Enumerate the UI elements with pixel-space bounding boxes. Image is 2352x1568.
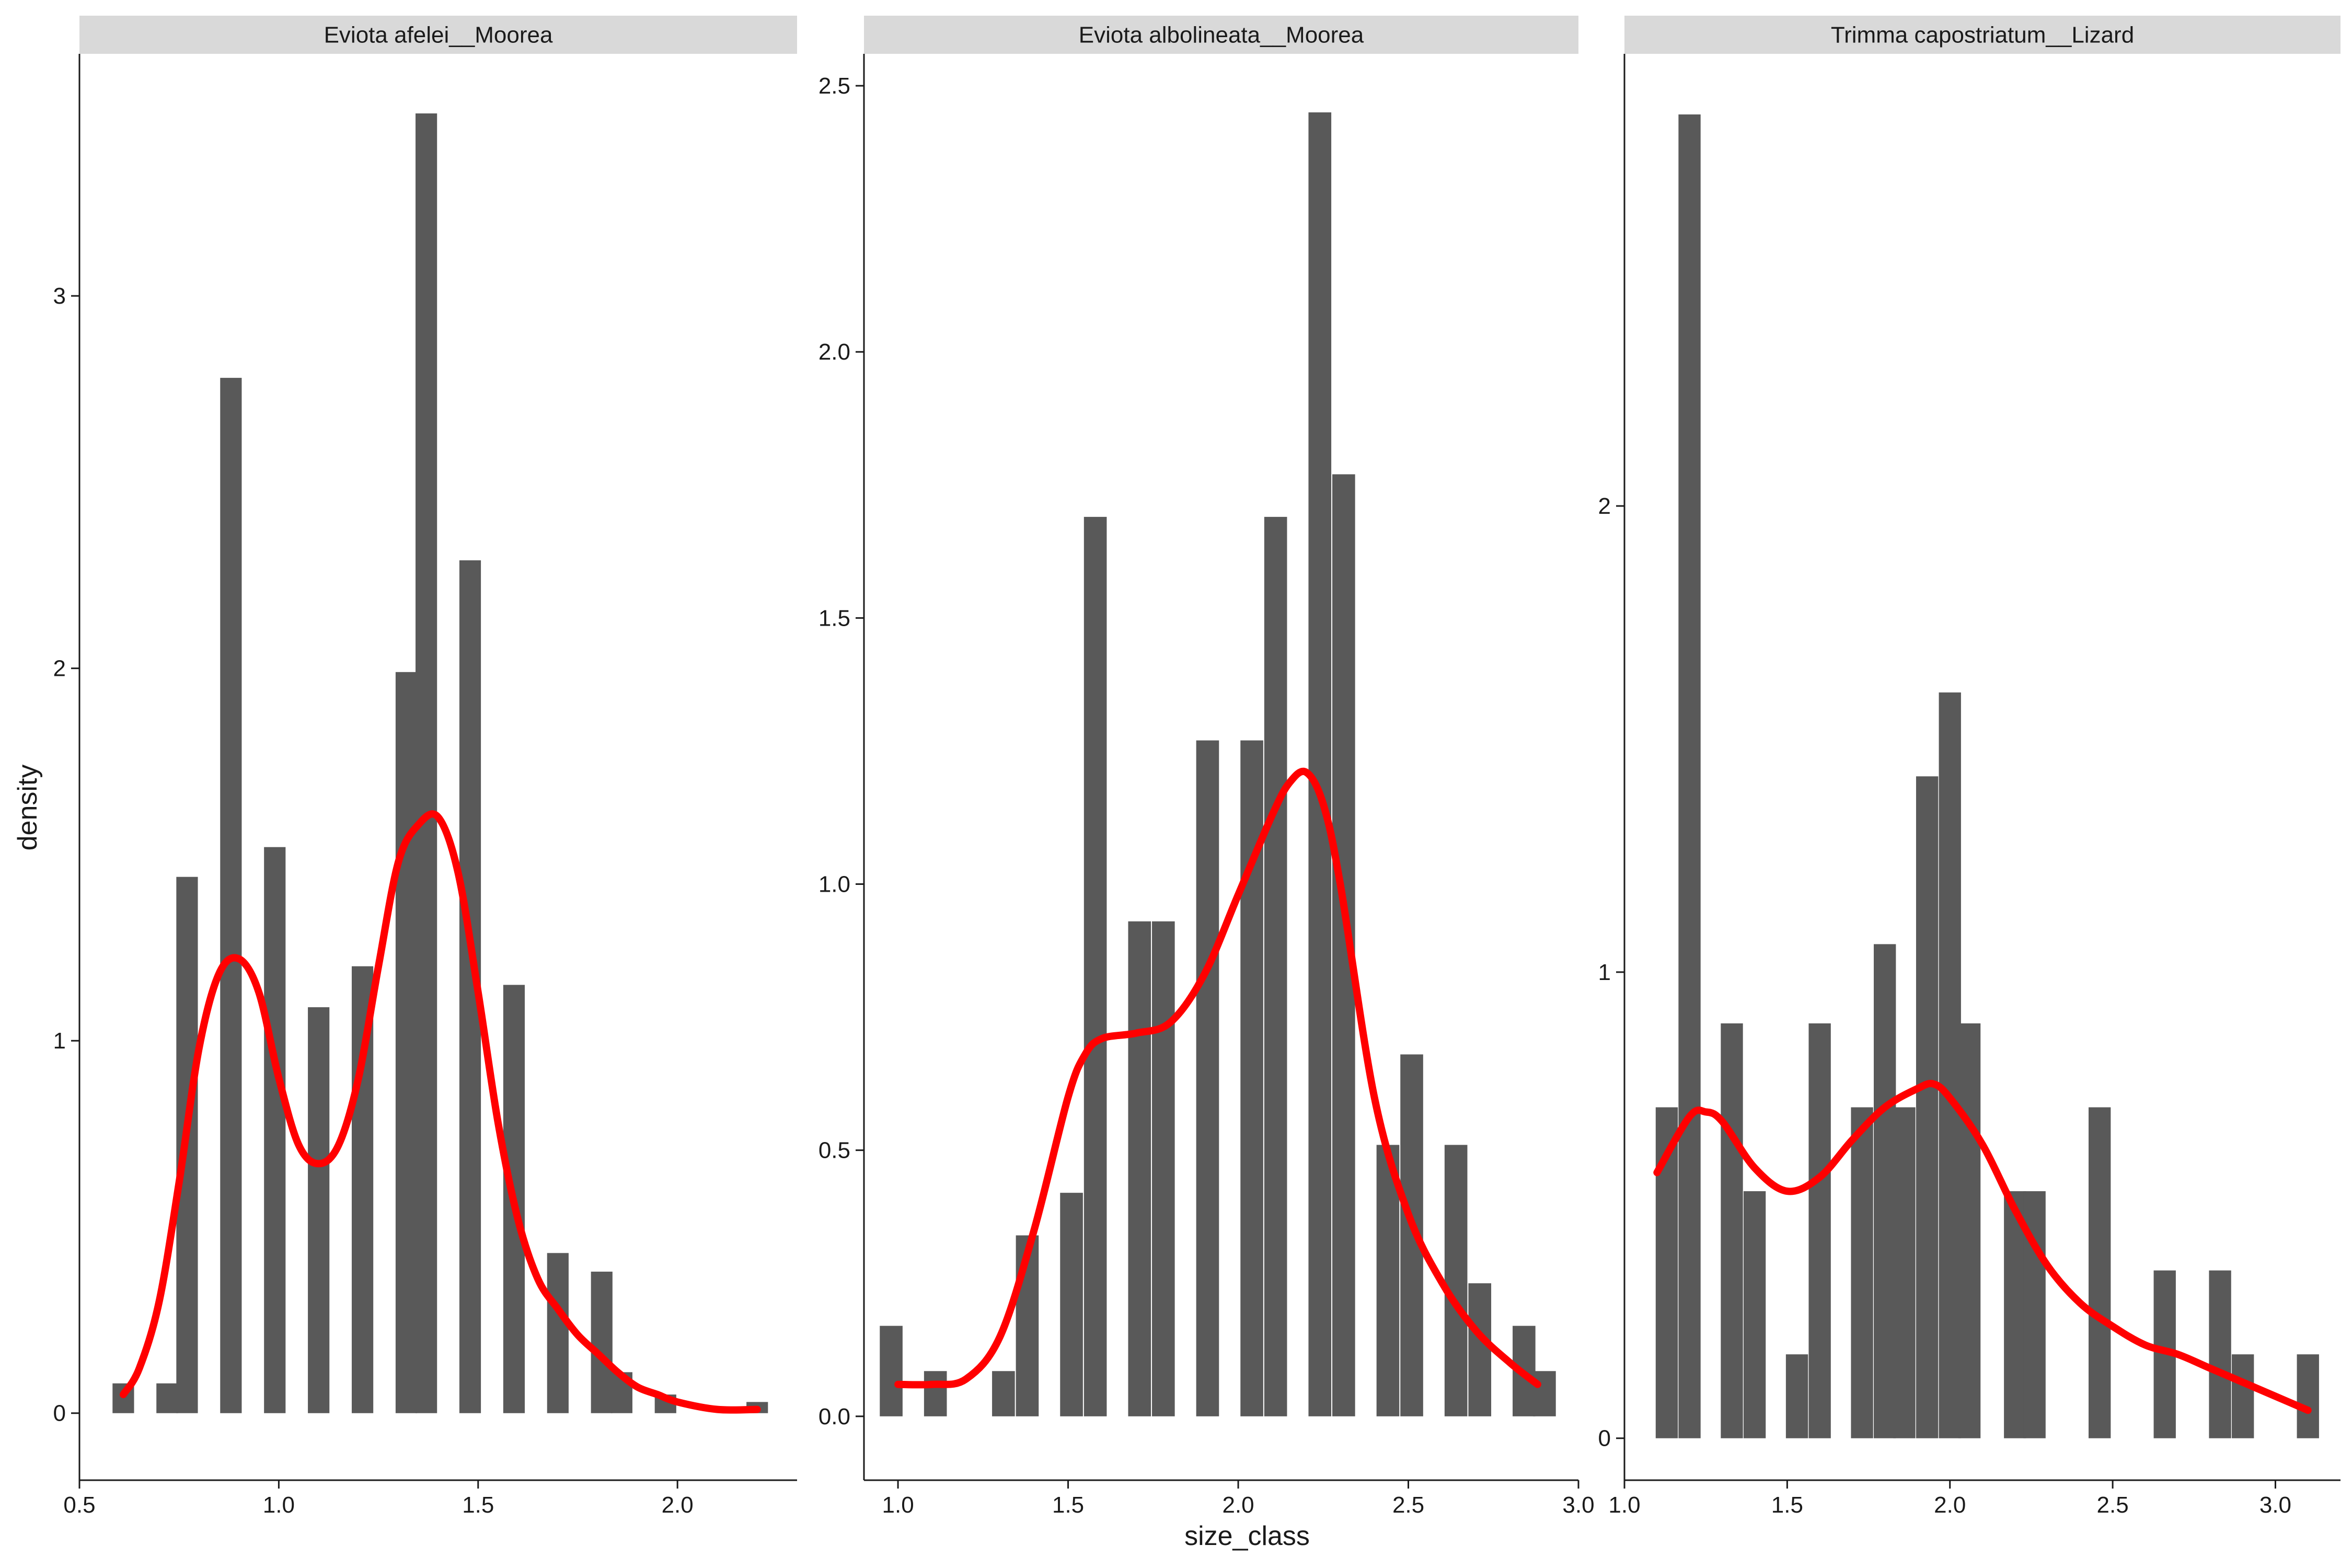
histogram-bar xyxy=(1264,516,1287,1416)
x-tick-label: 1.0 xyxy=(263,1492,295,1518)
y-tick-label: 0.5 xyxy=(818,1138,850,1163)
y-tick-label: 2.5 xyxy=(818,73,850,99)
panel-strip xyxy=(1624,16,2341,54)
y-tick-label: 2 xyxy=(53,656,66,682)
panel-1: Eviota afelei__Moorea 0 1 2 3 0.5 1.0 1.5 2.0 xyxy=(53,16,797,1518)
histogram-bar xyxy=(1308,112,1332,1416)
histogram-bar xyxy=(1196,740,1219,1416)
density-curve xyxy=(119,810,761,1414)
histogram-bar xyxy=(1874,944,1896,1438)
histogram-bar xyxy=(416,113,437,1413)
histogram-bars xyxy=(880,112,1556,1416)
panel-2: Eviota albolineata__Moorea 0.0 0.5 1.0 1.5 2.… xyxy=(818,16,1595,1518)
histogram-bar xyxy=(1893,1107,1916,1438)
x-tick-label: 2.0 xyxy=(1934,1492,1966,1518)
x-tick-label: 0.5 xyxy=(63,1492,95,1518)
histogram-bar xyxy=(1083,516,1107,1416)
y-tick-label: 0 xyxy=(1598,1426,1611,1451)
x-tick-label: 2.5 xyxy=(2097,1492,2129,1518)
y-tick-label: 0 xyxy=(53,1401,66,1426)
histogram-bar xyxy=(1808,1023,1831,1438)
x-tick-label: 3.0 xyxy=(1562,1492,1594,1518)
y-tick-label: 1.5 xyxy=(818,605,850,631)
y-tick-label: 1 xyxy=(1598,960,1611,985)
histogram-bar xyxy=(591,1271,613,1413)
y-tick-label: 0.0 xyxy=(818,1404,850,1429)
histogram-bar xyxy=(1721,1023,1743,1438)
x-tick-label: 1.5 xyxy=(1771,1492,1803,1518)
x-tick-label: 3.0 xyxy=(2259,1492,2291,1518)
x-tick-label: 1.0 xyxy=(1608,1492,1640,1518)
histogram-bar xyxy=(2232,1354,2254,1438)
histogram-bar xyxy=(308,1007,330,1413)
histogram-bar xyxy=(1128,921,1151,1416)
histogram-bar xyxy=(992,1371,1015,1416)
histogram-bar xyxy=(156,1383,178,1413)
histogram-bar xyxy=(880,1325,903,1416)
histogram-bar xyxy=(2297,1354,2319,1438)
histogram-bar xyxy=(395,672,418,1413)
y-tick-label: 2 xyxy=(1598,493,1611,519)
y-tick-label: 2.0 xyxy=(818,339,850,365)
histogram-bar xyxy=(1916,776,1939,1438)
histogram-bar xyxy=(2004,1191,2026,1438)
histogram-bar xyxy=(924,1371,947,1416)
y-tick-label: 1.0 xyxy=(818,872,850,897)
histogram-bar xyxy=(264,847,286,1413)
x-tick-label: 1.0 xyxy=(882,1492,914,1518)
panel-strip xyxy=(864,16,1578,54)
y-axis-title: density xyxy=(13,765,43,851)
panel-title: Trimma capostriatum__Lizard xyxy=(1831,22,2134,48)
histogram-bar xyxy=(2089,1107,2111,1438)
histogram-bar xyxy=(1376,1145,1400,1416)
histogram-bar xyxy=(1743,1191,1766,1438)
histogram-bar xyxy=(1939,692,1961,1438)
histogram-bar xyxy=(1152,921,1175,1416)
histogram-bar xyxy=(1533,1371,1556,1416)
histogram-bars xyxy=(112,113,768,1413)
histogram-bar xyxy=(1060,1193,1083,1416)
x-tick-label: 2.5 xyxy=(1392,1492,1424,1518)
histogram-bar xyxy=(2209,1270,2231,1438)
histogram-bar xyxy=(547,1253,569,1413)
histogram-bar xyxy=(1678,114,1701,1438)
x-tick-label: 2.0 xyxy=(1222,1492,1254,1518)
y-tick-label: 3 xyxy=(53,283,66,309)
histogram-bar xyxy=(1958,1023,1981,1438)
y-tick-label: 1 xyxy=(53,1028,66,1054)
x-tick-label: 1.5 xyxy=(1052,1492,1084,1518)
density-curve xyxy=(1653,1080,2312,1414)
x-axis-title: size_class xyxy=(1184,1521,1310,1551)
histogram-bar xyxy=(220,377,242,1413)
panel-strip xyxy=(79,16,797,54)
histogram-bar xyxy=(1785,1354,1808,1438)
density-curve xyxy=(894,768,1541,1389)
panel-title: Eviota afelei__Moorea xyxy=(324,22,553,48)
histogram-bar xyxy=(1444,1145,1468,1416)
x-tick-label: 1.5 xyxy=(462,1492,494,1518)
panel-title: Eviota albolineata__Moorea xyxy=(1079,22,1364,48)
panel-3: Trimma capostriatum__Lizard 0 1 2 1.0 1.5 2.0 2… xyxy=(1598,16,2341,1518)
histogram-bar xyxy=(1851,1107,1873,1438)
histogram-bar xyxy=(1468,1283,1492,1416)
x-tick-label: 2.0 xyxy=(662,1492,694,1518)
